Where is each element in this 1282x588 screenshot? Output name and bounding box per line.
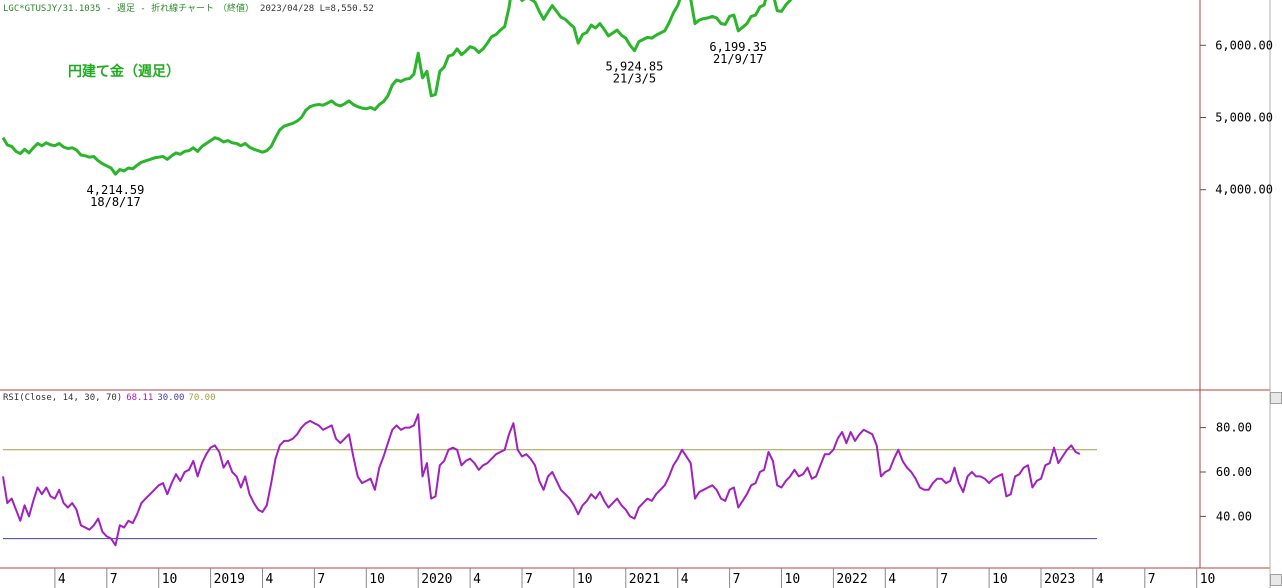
rsi-scroll-up-button[interactable] [1270,392,1282,404]
annotation-date: 21/3/5 [613,72,656,86]
x-tick-label: 7 [317,572,325,587]
annotation-date: 18/8/17 [90,195,141,209]
x-tick-label: 2023 [1044,572,1075,587]
rsi-tick-label: 40.00 [1216,509,1252,523]
x-tick-label: 2019 [214,572,245,587]
price-tick-label: 6,000.00 [1215,38,1273,52]
x-tick-label: 10 [785,572,801,587]
annotation-value: 5,924.85 [606,60,664,74]
date-value-label: 2023/04/28 L=8,550.52 [260,4,374,14]
x-tick-label: 10 [162,572,178,587]
x-tick-label: 7 [1148,572,1156,587]
x-tick-label: 2020 [421,572,452,587]
rsi-header: RSI(Close, 14, 30, 70) 68.11 30.00 70.00 [3,393,216,403]
x-tick-label: 4 [681,572,689,587]
x-tick-label: 10 [992,572,1008,587]
x-tick-label: 10 [577,572,593,587]
price-series-line [1,0,793,176]
x-tick-label: 10 [369,572,385,587]
scroll-right-button[interactable] [1270,574,1282,586]
x-tick-label: 2021 [629,572,660,587]
x-tick-label: 4 [266,572,274,587]
chart-header: LGC*GTUSJY/31.1035 - 週足 - 折れ線チャート （終値） 202… [3,2,374,14]
x-tick-label: 4 [473,572,481,587]
x-tick-label: 4 [58,572,66,587]
x-tick-label: 4 [1096,572,1104,587]
rsi-series-line [2,413,1081,547]
chart-title: 円建て金（週足） [68,63,180,80]
annotation-value: 6,199.35 [709,40,767,54]
x-tick-label: 7 [940,572,948,587]
x-tick-label: 7 [110,572,118,587]
annotation-date: 21/9/17 [713,52,764,66]
x-tick-label: 4 [888,572,896,587]
annotation-value: 4,214.59 [87,183,145,197]
x-tick-label: 7 [733,572,741,587]
x-tick-label: 10 [1200,572,1216,587]
rsi-tick-label: 60.00 [1216,465,1252,479]
price-tick-label: 5,000.00 [1215,111,1273,125]
rsi-current-value: 68.11 [126,393,153,403]
price-tick-label: 4,000.00 [1215,183,1273,197]
x-tick-label: 7 [525,572,533,587]
symbol-label: LGC*GTUSJY/31.1035 [3,4,101,14]
x-tick-label: 2022 [836,572,867,587]
rsi-tick-label: 80.00 [1216,421,1252,435]
